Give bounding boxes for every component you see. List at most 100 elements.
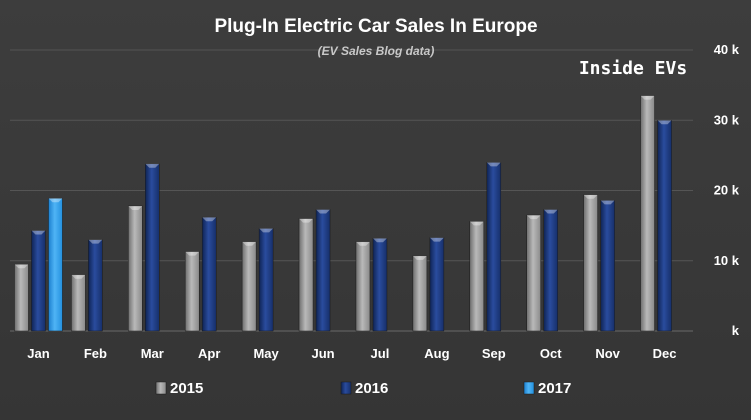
bar-cap [486, 162, 501, 167]
bar-body [355, 241, 371, 332]
bar-cap [526, 215, 541, 220]
bar-2015-Dec [640, 95, 655, 332]
bar-2016-Dec [657, 120, 672, 332]
x-tick-label: Dec [653, 346, 677, 361]
bar-2016-Oct [543, 209, 558, 332]
bar-body [88, 239, 103, 332]
x-tick-label: Apr [198, 346, 220, 361]
bar-body [201, 216, 217, 332]
chart-title: Plug-In Electric Car Sales In Europe [214, 16, 537, 37]
bar-2016-Jun [315, 209, 331, 332]
legend-label: 2017 [538, 380, 571, 397]
brand-watermark: Inside EVs [579, 58, 687, 79]
bar-cap [600, 200, 615, 205]
bar-2016-Sep [486, 162, 502, 332]
legend-item-2015: 2015 [155, 380, 203, 397]
bar-2017-Jan [48, 197, 63, 332]
bar-2015-May [241, 241, 257, 332]
x-axis-ticks: Jan Feb Mar Apr May Jun Jul Aug Sep Oct Nov Dec [27, 346, 676, 361]
bar-2016-May [258, 228, 274, 332]
bar-body [31, 230, 46, 332]
gridlines [10, 49, 693, 332]
bar-body [128, 205, 143, 332]
bar-2016-Apr [201, 216, 217, 332]
y-tick-label: k [732, 323, 740, 338]
bar-cap [185, 251, 200, 256]
bar-cap [48, 198, 63, 203]
chart-subtitle: (EV Sales Blog data) [318, 44, 435, 58]
legend-label: 2016 [355, 380, 388, 397]
x-tick-label: Aug [424, 346, 449, 361]
y-tick-label: 10 k [714, 253, 740, 268]
bar-body [486, 162, 502, 332]
bar-body [640, 95, 655, 332]
bar-body [14, 264, 29, 332]
legend-item-2017: 2017 [523, 380, 571, 397]
x-tick-label: May [253, 346, 279, 361]
bar-body [526, 214, 541, 332]
y-axis-ticks: k 10 k 20 k 30 k 40 k [714, 42, 740, 338]
x-tick-label: Jan [27, 346, 49, 361]
bar-cap [259, 228, 274, 233]
legend-swatch [523, 381, 535, 395]
bar-body [412, 255, 428, 332]
bar-cap [202, 217, 217, 222]
x-tick-label: Oct [540, 346, 562, 361]
bar-cap [14, 264, 29, 269]
bar-cap [355, 241, 370, 246]
y-tick-label: 40 k [714, 42, 740, 57]
bar-body [429, 237, 445, 332]
bar-2016-Aug [429, 237, 445, 332]
bar-2015-Feb [71, 274, 86, 332]
bar-body [372, 238, 388, 332]
bar-cap [469, 221, 484, 226]
legend-item-2016: 2016 [340, 380, 388, 397]
bar-2015-Oct [526, 214, 541, 332]
bar-2015-Jun [298, 218, 314, 332]
bar-body [315, 209, 331, 332]
legend-label: 2015 [170, 380, 203, 397]
bar-2016-Jul [372, 238, 388, 332]
legend: 2015 2016 2017 [155, 380, 571, 397]
bar-2016-Jan [31, 230, 46, 332]
bar-body [48, 197, 63, 332]
bar-cap [657, 120, 672, 125]
bar-2015-Nov [583, 194, 598, 332]
bar-body [145, 163, 160, 332]
bar-cap [372, 238, 387, 243]
bar-body [469, 221, 485, 332]
bar-body [241, 241, 257, 332]
y-tick-label: 20 k [714, 183, 740, 198]
bar-2016-Feb [88, 239, 103, 332]
bar-2015-Sep [469, 221, 485, 332]
bar-cap [412, 255, 427, 260]
bar-2015-Aug [412, 255, 428, 332]
bar-2016-Nov [600, 200, 615, 332]
bars [14, 95, 672, 332]
bar-cap [242, 241, 257, 246]
bar-body [543, 209, 558, 332]
y-tick-label: 30 k [714, 112, 740, 127]
bar-2015-Jul [355, 241, 371, 332]
x-tick-label: Feb [84, 346, 107, 361]
bar-cap [640, 95, 655, 100]
bar-cap [128, 205, 143, 210]
bar-2015-Apr [184, 251, 200, 332]
bar-body [600, 200, 615, 332]
bar-body [583, 194, 598, 332]
legend-swatch [340, 381, 352, 395]
bar-cap [71, 274, 86, 279]
bar-cap [316, 209, 331, 214]
bar-body [298, 218, 314, 332]
bar-body [184, 251, 200, 332]
bar-cap [429, 237, 444, 242]
bar-cap [88, 239, 103, 244]
x-tick-label: Jul [371, 346, 390, 361]
bar-body [258, 228, 274, 332]
x-tick-label: Sep [482, 346, 506, 361]
bar-body [657, 120, 672, 332]
x-tick-label: Mar [141, 346, 164, 361]
bar-cap [543, 209, 558, 214]
